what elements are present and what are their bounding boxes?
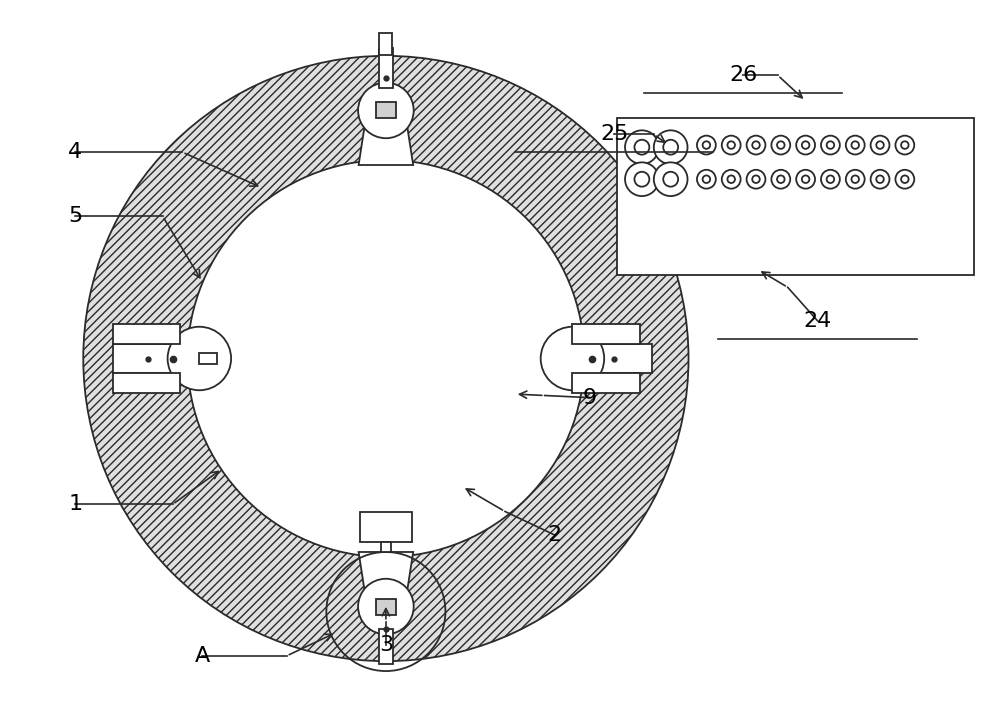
Bar xyxy=(379,48,393,87)
Circle shape xyxy=(871,136,889,154)
Circle shape xyxy=(851,176,859,183)
Circle shape xyxy=(358,579,414,635)
Text: 4: 4 xyxy=(68,142,82,162)
Bar xyxy=(113,343,197,374)
Text: 26: 26 xyxy=(729,65,757,85)
Circle shape xyxy=(697,136,716,154)
Circle shape xyxy=(752,141,760,149)
Circle shape xyxy=(727,176,735,183)
Circle shape xyxy=(83,56,689,661)
Circle shape xyxy=(722,136,741,154)
Circle shape xyxy=(777,141,785,149)
Circle shape xyxy=(358,82,414,138)
Bar xyxy=(572,324,640,343)
Text: 1: 1 xyxy=(68,494,82,514)
Circle shape xyxy=(901,176,909,183)
Circle shape xyxy=(703,176,710,183)
Text: A: A xyxy=(195,646,210,666)
Bar xyxy=(376,599,396,614)
Circle shape xyxy=(846,136,865,154)
Circle shape xyxy=(625,130,659,164)
Circle shape xyxy=(827,141,834,149)
Circle shape xyxy=(827,176,834,183)
Circle shape xyxy=(663,140,678,155)
Circle shape xyxy=(747,170,765,189)
Bar xyxy=(199,353,217,364)
Bar xyxy=(572,343,652,374)
Bar xyxy=(360,513,412,542)
Circle shape xyxy=(901,141,909,149)
Circle shape xyxy=(727,141,735,149)
Circle shape xyxy=(697,170,716,189)
Circle shape xyxy=(796,136,815,154)
Bar xyxy=(379,630,393,664)
Text: 3: 3 xyxy=(379,635,393,655)
Circle shape xyxy=(821,170,840,189)
Circle shape xyxy=(722,170,741,189)
Bar xyxy=(617,118,974,275)
Circle shape xyxy=(654,130,688,164)
Circle shape xyxy=(752,176,760,183)
Bar xyxy=(572,374,640,393)
Circle shape xyxy=(747,136,765,154)
Circle shape xyxy=(871,170,889,189)
Text: 24: 24 xyxy=(803,310,832,331)
Bar xyxy=(113,324,180,343)
Circle shape xyxy=(876,176,884,183)
Bar xyxy=(381,542,391,552)
Circle shape xyxy=(703,141,710,149)
Circle shape xyxy=(771,136,790,154)
Circle shape xyxy=(634,172,649,186)
Bar xyxy=(379,33,392,55)
Text: 9: 9 xyxy=(582,388,596,408)
Circle shape xyxy=(802,176,809,183)
Circle shape xyxy=(777,176,785,183)
Text: 2: 2 xyxy=(548,525,562,545)
Polygon shape xyxy=(359,552,413,607)
Polygon shape xyxy=(359,110,413,165)
Circle shape xyxy=(802,141,809,149)
Text: 5: 5 xyxy=(68,206,82,226)
Circle shape xyxy=(895,170,914,189)
Circle shape xyxy=(851,141,859,149)
Circle shape xyxy=(634,140,649,155)
Circle shape xyxy=(663,172,678,186)
Bar xyxy=(376,103,396,118)
Circle shape xyxy=(876,141,884,149)
Circle shape xyxy=(771,170,790,189)
Circle shape xyxy=(654,162,688,196)
Bar xyxy=(113,374,180,393)
Circle shape xyxy=(895,136,914,154)
Circle shape xyxy=(796,170,815,189)
Circle shape xyxy=(187,160,584,557)
Circle shape xyxy=(541,327,604,390)
Text: 25: 25 xyxy=(600,124,628,144)
Circle shape xyxy=(821,136,840,154)
Circle shape xyxy=(168,327,231,390)
Circle shape xyxy=(625,162,659,196)
Circle shape xyxy=(846,170,865,189)
